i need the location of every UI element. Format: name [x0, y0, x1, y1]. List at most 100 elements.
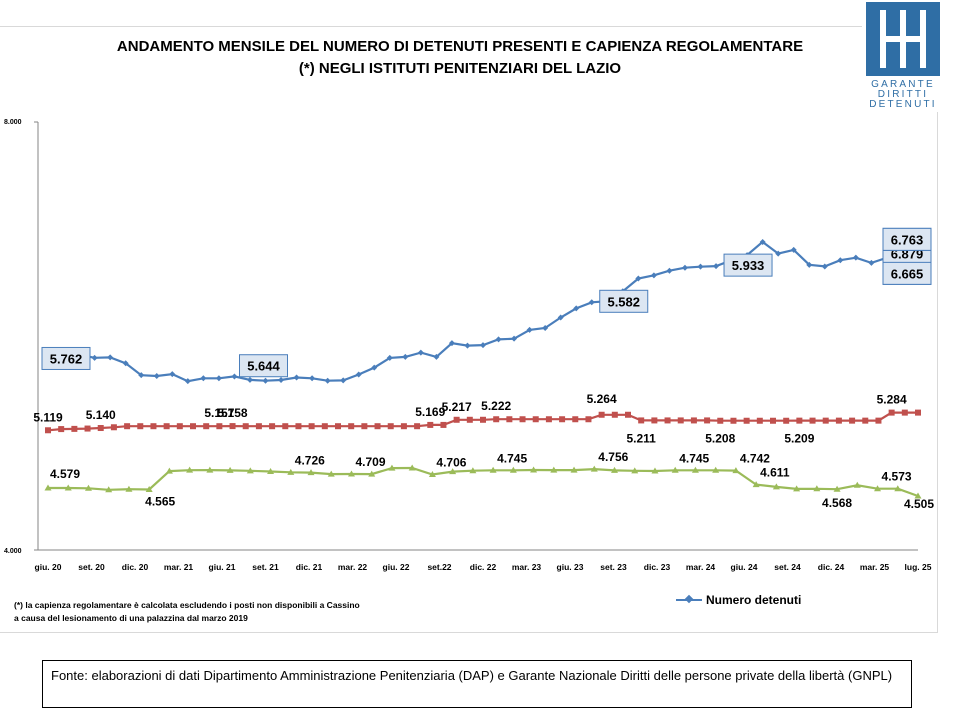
series-2-data-label: 4.726: [295, 453, 325, 467]
series-1-point: [651, 417, 658, 424]
series-1-data-label: 5.264: [587, 392, 617, 406]
series-1-point: [585, 416, 592, 423]
series-0-point: [402, 353, 409, 360]
garante-logo: GARANTE DIRITTI DETENUTI: [862, 0, 944, 112]
series-1-point: [414, 423, 421, 430]
series-2-point: [165, 467, 173, 474]
series-0-point: [324, 377, 331, 384]
series-0-point: [464, 342, 471, 349]
series-0-point: [852, 254, 859, 261]
chart-title: ANDAMENTO MENSILE DEL NUMERO DI DETENUTI…: [116, 38, 804, 77]
series-1-data-label: 5.119: [33, 410, 63, 424]
series-2-point: [408, 464, 416, 471]
series-2-point: [914, 492, 922, 499]
x-tick-label: dic. 24: [818, 562, 845, 572]
series-1-point: [269, 423, 276, 430]
x-tick-label: mar. 21: [164, 562, 194, 572]
series-2-data-label: 4.742: [740, 452, 770, 466]
series-1-point: [611, 411, 618, 418]
logo-line-2: DIRITTI: [877, 89, 929, 100]
series-1-point: [519, 416, 526, 423]
series-2-point: [388, 464, 396, 471]
series-1-point: [453, 416, 460, 423]
series-1-point: [559, 416, 566, 423]
series-1-point: [45, 427, 51, 434]
series-2-point: [347, 470, 355, 477]
series-0-point: [775, 250, 782, 257]
series-0-point: [355, 371, 362, 378]
series-2-data-label: 4.579: [50, 467, 80, 481]
series-2-point: [651, 467, 659, 474]
series-1-point: [255, 423, 262, 430]
series-0-label-box: [599, 289, 649, 313]
series-1-point: [796, 417, 803, 424]
series-1-point: [308, 423, 315, 430]
x-tick-label: mar. 25: [860, 562, 890, 572]
source-note: Fonte: elaborazioni di dati Dipartimento…: [42, 660, 912, 708]
series-2-point: [611, 466, 619, 473]
legend: Numero detenuti: [676, 593, 801, 607]
series-2-point: [530, 466, 538, 473]
series-1-point: [400, 423, 407, 430]
series-1-point: [295, 423, 302, 430]
series-2-point: [44, 484, 52, 491]
series-1-point: [743, 417, 750, 424]
logo-line-1: GARANTE: [871, 79, 935, 90]
series-1-point: [783, 417, 790, 424]
series-1-point: [71, 425, 78, 432]
series-0-point: [790, 246, 797, 253]
series-1-point: [875, 417, 882, 424]
series-1-point: [809, 417, 816, 424]
series-1-point: [901, 409, 908, 416]
series-2-point: [793, 485, 801, 492]
series-2-point: [125, 485, 133, 492]
series-2-point: [267, 467, 275, 474]
series-0-data-label: 5.582: [607, 294, 640, 309]
x-tick-label: giu. 22: [383, 562, 410, 572]
series-0-point: [278, 376, 285, 383]
x-tick-label: mar. 24: [686, 562, 716, 572]
series-0-point: [511, 335, 518, 342]
series-1-point: [440, 421, 447, 428]
series-1-point: [506, 416, 513, 423]
series-2-point: [772, 483, 780, 490]
series-1-point: [466, 416, 473, 423]
series-2-point: [631, 467, 639, 474]
series-1-point: [835, 417, 842, 424]
series-1-point: [216, 423, 223, 430]
series-2-line: [48, 466, 919, 498]
series-2-point: [428, 470, 436, 477]
series-0-point: [153, 373, 160, 380]
series-0-label-box: [239, 354, 288, 378]
series-2-data-label: 4.573: [882, 470, 912, 484]
series-1-point: [690, 417, 697, 424]
series-0-point: [386, 354, 393, 361]
series-1-data-label: 5.222: [481, 399, 511, 413]
series-2-point: [853, 481, 861, 488]
series-1-point: [770, 417, 776, 424]
series-0-point: [837, 257, 844, 264]
series-2-point: [327, 470, 335, 477]
series-0-point: [340, 377, 347, 384]
series-2-point: [105, 486, 113, 493]
legend-marker: [676, 599, 702, 601]
series-0-point: [868, 259, 875, 266]
series-1-point: [915, 409, 921, 416]
series-1-data-label: 5.211: [626, 431, 656, 445]
x-tick-label: giu. 23: [557, 562, 584, 572]
series-1-data-label: 5.208: [705, 432, 735, 446]
series-1-point: [242, 423, 249, 430]
series-1-point: [717, 417, 724, 424]
series-1-point: [532, 416, 539, 423]
series-0-point: [184, 378, 191, 385]
series-2-data-label: 4.565: [145, 495, 175, 509]
y-tick-label: 8.000: [4, 119, 22, 126]
series-1-point: [704, 417, 711, 424]
series-0-point: [309, 375, 316, 382]
series-1-point: [150, 423, 157, 430]
series-0-point: [231, 373, 238, 380]
series-1-point: [335, 423, 341, 430]
series-0-point: [713, 263, 720, 270]
series-2-data-label: 4.706: [436, 455, 466, 469]
